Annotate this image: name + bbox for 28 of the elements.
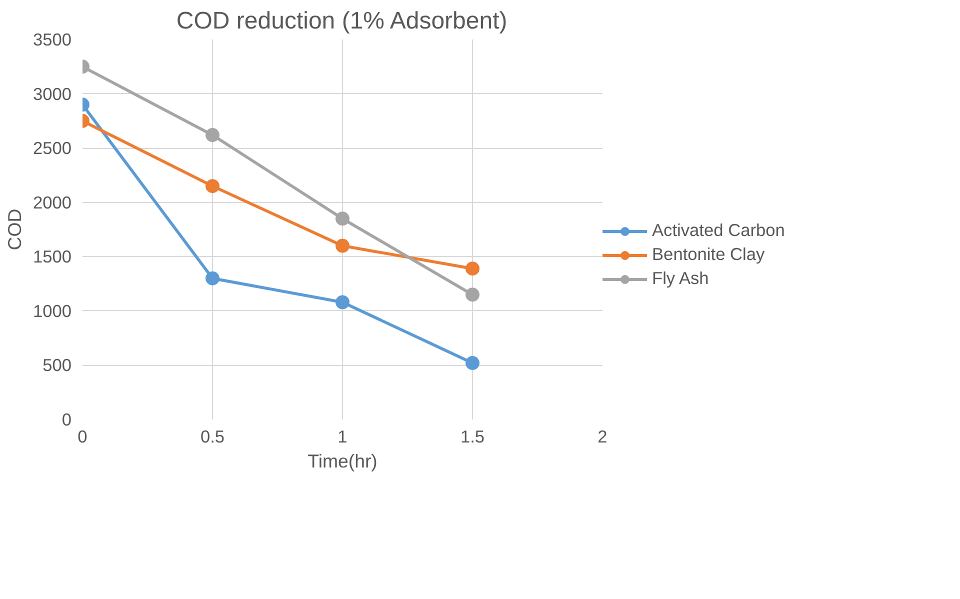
y-tick-label: 3500 — [32, 30, 72, 50]
legend-label: Bentonite Clay — [652, 244, 765, 265]
y-tick-label: 3000 — [32, 84, 72, 104]
x-tick-label: 0.5 — [200, 426, 225, 446]
chart-title: COD reduction (1% Adsorbent) — [176, 8, 508, 34]
point — [336, 212, 350, 226]
y-tick-label: 2500 — [32, 138, 72, 158]
point — [466, 356, 480, 370]
x-tick-label: 2 — [598, 426, 608, 446]
y-tick-label: 2000 — [32, 192, 72, 212]
point — [466, 262, 480, 276]
y-tick-label: 0 — [62, 410, 72, 430]
x-tick-label: 1.5 — [460, 426, 485, 446]
legend-label: Fly Ash — [652, 268, 709, 289]
point — [336, 295, 350, 310]
point — [206, 271, 220, 286]
point — [336, 238, 350, 253]
legend-label: Activated Carbon — [652, 220, 785, 241]
y-tick-label: 1500 — [32, 246, 72, 267]
point — [466, 288, 480, 302]
x-tick-label: 1 — [338, 426, 348, 446]
y-tick-label: 500 — [42, 355, 72, 376]
y-axis-title: COD — [4, 208, 25, 250]
point — [206, 179, 220, 194]
point — [206, 128, 220, 142]
x-tick-label: 0 — [78, 426, 88, 446]
y-tick-label: 1000 — [32, 300, 72, 321]
x-axis-title: Time(hr) — [308, 450, 378, 472]
